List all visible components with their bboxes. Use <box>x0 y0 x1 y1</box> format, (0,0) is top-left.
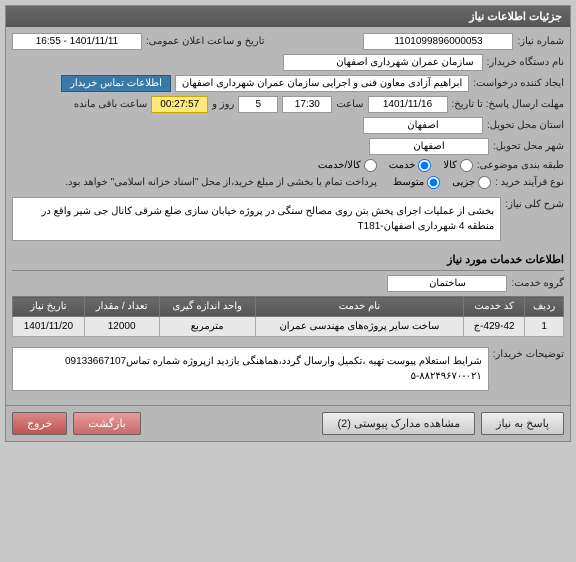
back-button[interactable]: بازگشت <box>73 412 141 435</box>
days-value: 5 <box>238 96 278 113</box>
radio-goods[interactable]: کالا <box>443 159 473 172</box>
bottom-toolbar: پاسخ به نیاز مشاهده مدارک پیوستی (2) باز… <box>6 405 570 441</box>
buyer-label: نام دستگاه خریدار: <box>487 57 564 68</box>
th-unit: واحد اندازه گیری <box>159 297 255 317</box>
buyer-notes-label: توضیحات خریدار: <box>493 343 564 360</box>
overall-desc-label: شرح کلی نیاز: <box>505 193 564 210</box>
row-city: شهر محل تحویل: اصفهان <box>12 138 564 155</box>
radio-small[interactable]: جزیی <box>452 176 491 189</box>
panel-title: جزئیات اطلاعات نیاز <box>6 6 570 27</box>
radio-service-input[interactable] <box>418 159 431 172</box>
th-qty: تعداد / مقدار <box>84 297 159 317</box>
need-no-label: شماره نیاز: <box>517 36 564 47</box>
province-value: اصفهان <box>363 117 483 134</box>
time-label-1: ساعت <box>336 99 363 110</box>
deadline-time: 17:30 <box>282 96 332 113</box>
creator-value: ابراهیم آزادی معاون فنی و اجرایی سازمان … <box>175 75 469 92</box>
city-value: اصفهان <box>369 138 489 155</box>
days-label: روز و <box>212 99 234 110</box>
province-label: استان محل تحویل: <box>487 120 564 131</box>
radio-goods-input[interactable] <box>460 159 473 172</box>
reply-button[interactable]: پاسخ به نیاز <box>481 412 564 435</box>
radio-medium-input[interactable] <box>427 176 440 189</box>
buy-type-label: نوع فرآیند خرید : <box>495 177 564 188</box>
table-header-row: ردیف کد خدمت نام خدمت واحد اندازه گیری ت… <box>13 297 564 317</box>
countdown-timer: 00:27:57 <box>151 96 208 113</box>
cell-code: 429-42-ج <box>463 317 524 337</box>
services-table: ردیف کد خدمت نام خدمت واحد اندازه گیری ت… <box>12 296 564 337</box>
subject-class-radios: کالا خدمت کالا/خدمت <box>318 159 473 172</box>
service-group-value: ساختمان <box>387 275 507 292</box>
row-buy-type: نوع فرآیند خرید : جزیی متوسط پرداخت تمام… <box>12 176 564 189</box>
exit-button[interactable]: خروج <box>12 412 67 435</box>
buyer-notes-box: شرایط استعلام پیوست تهیه ،تکمیل وارسال گ… <box>12 347 489 391</box>
row-deadline: مهلت ارسال پاسخ: تا تاریخ: 1401/11/16 سا… <box>12 96 564 113</box>
radio-service[interactable]: خدمت <box>389 159 432 172</box>
pay-note: پرداخت تمام یا بخشی از مبلغ خرید،از محل … <box>65 177 377 188</box>
deadline-label: مهلت ارسال پاسخ: تا تاریخ: <box>452 99 564 110</box>
th-row: ردیف <box>525 297 564 317</box>
need-details-panel: جزئیات اطلاعات نیاز شماره نیاز: 11010998… <box>5 5 571 442</box>
creator-label: ایجاد کننده درخواست: <box>473 78 564 89</box>
need-no-value: 1101099896000053 <box>363 33 513 50</box>
row-buyer-notes: توضیحات خریدار: شرایط استعلام پیوست تهیه… <box>12 343 564 395</box>
announce-label: تاریخ و ساعت اعلان عمومی: <box>146 36 265 47</box>
th-date: تاریخ نیاز <box>13 297 85 317</box>
services-section-title: اطلاعات خدمات مورد نیاز <box>12 249 564 271</box>
subject-class-label: طبقه بندی موضوعی: <box>477 160 564 171</box>
service-group-label: گروه خدمت: <box>511 278 564 289</box>
buy-type-radios: جزیی متوسط <box>393 176 491 189</box>
row-need-no: شماره نیاز: 1101099896000053 تاریخ و ساع… <box>12 33 564 50</box>
th-name: نام خدمت <box>255 297 463 317</box>
row-province: استان محل تحویل: اصفهان <box>12 117 564 134</box>
cell-unit: مترمربع <box>159 317 255 337</box>
overall-desc-box: بخشی از عملیات اجرای پخش بتن روی مصالح س… <box>12 197 501 241</box>
buyer-value: سازمان عمران شهرداری اصفهان <box>283 54 483 71</box>
cell-name: ساخت سایر پروژه‌های مهندسی عمران <box>255 317 463 337</box>
row-service-group: گروه خدمت: ساختمان <box>12 275 564 292</box>
remaining-label: ساعت باقی مانده <box>74 99 147 110</box>
cell-qty: 12000 <box>84 317 159 337</box>
row-subject-class: طبقه بندی موضوعی: کالا خدمت کالا/خدمت <box>12 159 564 172</box>
panel-body: شماره نیاز: 1101099896000053 تاریخ و ساع… <box>6 27 570 405</box>
city-label: شهر محل تحویل: <box>493 141 564 152</box>
cell-row: 1 <box>525 317 564 337</box>
radio-small-input[interactable] <box>478 176 491 189</box>
announce-value: 1401/11/11 - 16:55 <box>12 33 142 50</box>
radio-goods-service[interactable]: کالا/خدمت <box>318 159 377 172</box>
row-buyer: نام دستگاه خریدار: سازمان عمران شهرداری … <box>12 54 564 71</box>
th-code: کد خدمت <box>463 297 524 317</box>
radio-medium[interactable]: متوسط <box>393 176 440 189</box>
attachments-button[interactable]: مشاهده مدارک پیوستی (2) <box>322 412 475 435</box>
table-row[interactable]: 1 429-42-ج ساخت سایر پروژه‌های مهندسی عم… <box>13 317 564 337</box>
cell-date: 1401/11/20 <box>13 317 85 337</box>
radio-goods-service-input[interactable] <box>364 159 377 172</box>
deadline-date: 1401/11/16 <box>368 96 448 113</box>
row-overall-desc: شرح کلی نیاز: بخشی از عملیات اجرای پخش ب… <box>12 193 564 245</box>
contact-info-button[interactable]: اطلاعات تماس خریدار <box>61 75 171 92</box>
row-creator: ایجاد کننده درخواست: ابراهیم آزادی معاون… <box>12 75 564 92</box>
